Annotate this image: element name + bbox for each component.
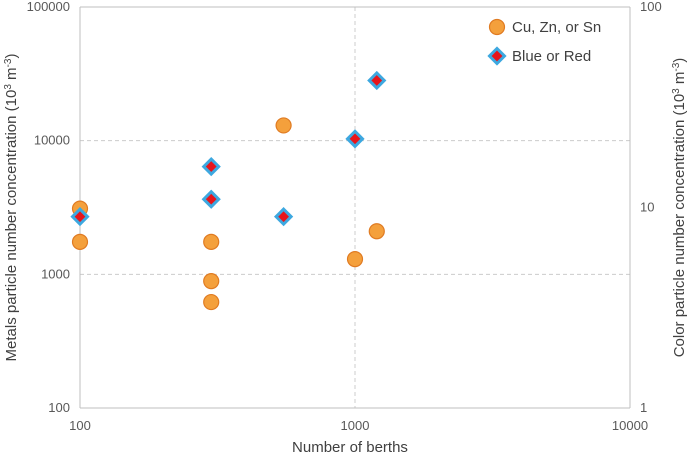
y-right-tick-label: 10 bbox=[640, 200, 654, 215]
y-right-tick-label: 100 bbox=[640, 0, 662, 14]
color-data-point bbox=[201, 156, 221, 177]
metals-data-point bbox=[275, 117, 292, 134]
y-right-tick-label: 1 bbox=[640, 400, 647, 415]
y-left-tick-label: 1000 bbox=[41, 266, 70, 281]
right-y-axis-title-main: Color particle number concentration (10 bbox=[671, 94, 688, 357]
right-y-axis-title-unit: m bbox=[671, 72, 688, 89]
left-y-axis-title-exp: 3 bbox=[3, 84, 14, 90]
right-y-axis-title-unit-exp: -3 bbox=[671, 62, 682, 71]
right-y-axis-title-close: ) bbox=[671, 58, 688, 63]
right-y-axis-title: Color particle number concentration (103… bbox=[671, 58, 689, 358]
y-left-tick-label: 10000 bbox=[34, 133, 70, 148]
color-data-point bbox=[201, 189, 221, 209]
metals-data-point bbox=[203, 233, 220, 250]
legend: Cu, Zn, or Sn Blue or Red bbox=[487, 18, 601, 66]
color-data-point bbox=[367, 70, 387, 91]
metals-data-point bbox=[71, 233, 89, 250]
metals-data-point bbox=[203, 293, 220, 311]
right-y-axis-title-exp: 3 bbox=[671, 88, 682, 94]
x-tick-label: 1000 bbox=[341, 418, 370, 433]
x-tick-label: 10000 bbox=[612, 418, 648, 433]
left-y-axis-title: Metals particle number concentration (10… bbox=[3, 54, 21, 362]
gridlines bbox=[80, 7, 630, 408]
metals-data-point bbox=[203, 272, 220, 290]
y-left-tick-label: 100000 bbox=[27, 0, 70, 14]
metals-data-point bbox=[368, 223, 385, 240]
metals-data-point bbox=[346, 251, 364, 268]
legend-diamond-icon bbox=[487, 46, 507, 66]
x-axis-title: Number of berths bbox=[292, 439, 408, 456]
left-y-axis-title-unit-exp: -3 bbox=[3, 58, 14, 67]
legend-label: Cu, Zn, or Sn bbox=[512, 19, 601, 36]
left-y-axis-title-close: ) bbox=[3, 54, 20, 59]
left-y-axis-title-unit: m bbox=[3, 67, 20, 84]
legend-circle-icon bbox=[488, 18, 506, 36]
color-data-point bbox=[70, 207, 90, 227]
axes bbox=[79, 6, 631, 409]
data-points bbox=[70, 70, 387, 311]
x-tick-label: 100 bbox=[69, 418, 91, 433]
legend-label: Blue or Red bbox=[512, 48, 591, 65]
tick-labels: 100 1000 10000 100000 100 1000 10000 1 10 100 bbox=[27, 0, 662, 433]
left-y-axis-title-main: Metals particle number concentration (10 bbox=[3, 90, 20, 362]
y-left-tick-label: 100 bbox=[48, 400, 70, 415]
color-data-point bbox=[345, 129, 365, 149]
color-data-point bbox=[273, 207, 294, 227]
